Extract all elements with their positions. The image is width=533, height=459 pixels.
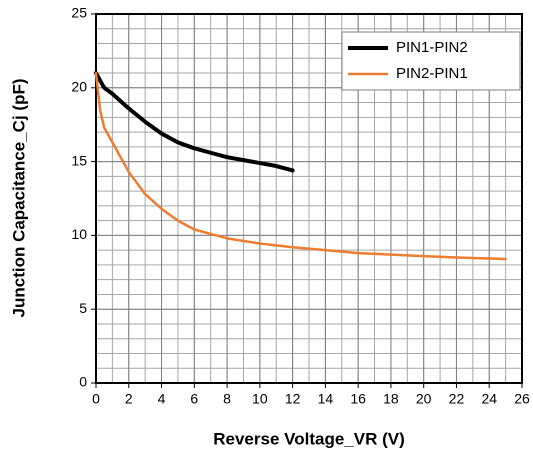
x-tick-label: 12 (285, 391, 301, 407)
plot-border (95, 13, 523, 384)
x-tick-label: 20 (416, 391, 432, 407)
x-tick-label: 2 (125, 391, 133, 407)
series-line (94, 71, 507, 261)
series-line (94, 71, 295, 173)
x-axis-title: Reverse Voltage_VR (V) (213, 429, 404, 448)
x-tick-label: 14 (318, 391, 334, 407)
legend-box (341, 31, 521, 91)
x-tick-label: 6 (190, 391, 198, 407)
y-tick-label: 15 (71, 152, 87, 168)
x-tick-label: 18 (383, 391, 399, 407)
legend: PIN1-PIN2 PIN2-PIN1 (341, 31, 521, 91)
y-tick-label: 20 (71, 79, 87, 95)
y-axis-title: Junction Capacitance_Cj (pF) (9, 79, 28, 318)
x-tick-label: 10 (252, 391, 268, 407)
x-tick-label: 22 (449, 391, 465, 407)
legend-label: PIN1-PIN2 (396, 39, 468, 56)
x-tick-label: 16 (350, 391, 366, 407)
y-tick-label: 10 (71, 226, 87, 242)
x-tick-label: 8 (223, 391, 231, 407)
legend-label: PIN2-PIN1 (396, 65, 468, 82)
y-tick-label: 5 (79, 300, 87, 316)
x-tick-label: 24 (481, 391, 497, 407)
x-tick-label: 0 (92, 391, 100, 407)
y-tick-label: 25 (71, 5, 87, 21)
x-tick-label: 4 (158, 391, 166, 407)
y-tick-label: 0 (79, 374, 87, 390)
x-tick-label: 26 (514, 391, 530, 407)
